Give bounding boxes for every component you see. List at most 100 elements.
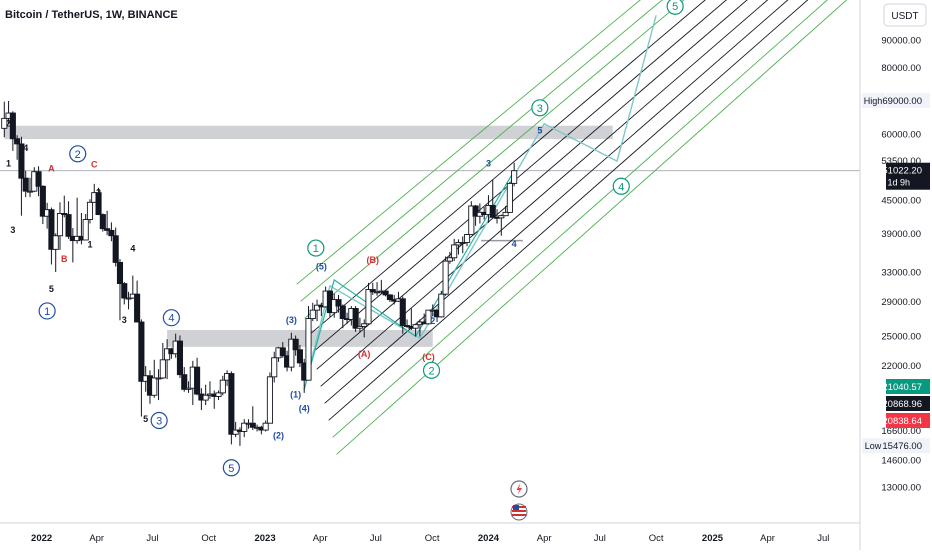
candle [279,347,286,357]
candle [52,235,59,250]
currency-button[interactable]: USDT [883,3,927,27]
candle [506,182,513,213]
circled-wave-marker [422,361,441,379]
candle [511,170,518,184]
time-tick-label: Jul [370,533,382,544]
candle [412,324,419,329]
candle [314,304,321,311]
pitchfork-inner-line [328,0,809,421]
candle [339,305,346,320]
wave-label: 1 [6,158,11,168]
candle [241,422,248,432]
price-tag-black: 20868.96 [882,399,922,410]
price-tick-label: 45000.00 [881,196,921,207]
time-tick-label: Oct [649,533,664,544]
time-tick-label: Apr [760,533,775,544]
time-tick-label: Oct [425,533,440,544]
time-tick-label: Jul [146,533,158,544]
candle [262,422,269,431]
candle [99,214,106,230]
candle [155,377,162,380]
candle [26,190,34,193]
circled-wave-marker [222,459,240,477]
price-tick-label: 39000.00 [881,229,921,240]
candle [356,325,363,329]
circled-wave-marker [531,99,549,117]
candle [202,394,209,401]
candle [382,290,389,296]
wave-label: A [48,164,55,174]
price-tick-label: 80000.00 [881,63,921,74]
candle [151,377,158,396]
candle [121,283,128,299]
candle [288,338,295,368]
candle [138,321,145,382]
candle [305,318,312,381]
wave-label: 1 [87,239,92,249]
price-tick-label: 25000.00 [881,331,921,342]
low-badge-label: Low [865,441,882,451]
circled-wave-marker [307,239,325,257]
candle [35,171,42,187]
candle [61,213,68,216]
circled-wave-label: 4 [168,313,174,325]
wave-label: 5 [537,125,542,135]
candle [442,260,449,295]
time-tick-label: Apr [313,533,328,544]
wave-label: (B) [367,255,380,265]
candle [451,244,458,259]
circled-wave-marker [150,411,168,430]
candle [56,213,64,237]
pitchfork-outer-line [336,0,848,455]
wave-label: C [91,160,98,170]
pitchfork-outer-line [332,0,828,438]
price-tick-label: 90000.00 [881,36,921,47]
candle [95,192,102,216]
candle [399,298,406,326]
pitchfork-inner-line [320,0,769,387]
us-flag-event-icon[interactable] [510,503,528,521]
wave-label: 2 [6,118,11,128]
candle [228,373,235,435]
candle [296,349,303,364]
time-tick-label: Apr [537,533,552,544]
pitchfork-outer-line [304,0,685,319]
bar-countdown: 1d 9h [887,178,910,188]
wave-label: (3) [286,315,297,325]
circled-wave-label: 5 [672,1,678,13]
price-tag-green-bg [886,379,930,394]
low-value: 15476.00 [882,441,922,452]
price-tag-green: 21040.57 [882,382,922,393]
price-tick-label: 53500.00 [881,156,921,167]
low-value-bg [886,438,930,454]
candle [463,234,471,243]
time-tick-label: 2025 [702,533,724,544]
wave-label: 4 [130,243,135,253]
circled-wave-label: 2 [428,365,434,377]
candle [86,201,94,220]
candle [386,294,393,301]
wave-label: (2) [273,431,284,441]
lightning-event-icon[interactable] [510,480,528,498]
circled-wave-label: 1 [313,243,319,255]
wave-label: B [61,254,68,264]
candle [134,293,141,323]
wave-label: 3 [10,225,15,235]
price-tag-black-bg [886,396,930,411]
high-value: 69000.00 [882,96,922,107]
candle [219,379,226,394]
candle [18,143,25,179]
candle [194,366,201,395]
circled-wave-label: 1 [44,306,50,318]
price-tick-label: 13000.00 [881,483,921,494]
circled-wave-label: 3 [156,416,162,428]
candle [468,205,475,236]
candle [14,138,21,145]
wave-label: 5 [143,414,148,424]
pitchfork-inner-line [316,0,748,370]
circled-wave-label: 4 [618,181,624,193]
candle [82,219,89,241]
high-badge-label: High [864,96,883,106]
